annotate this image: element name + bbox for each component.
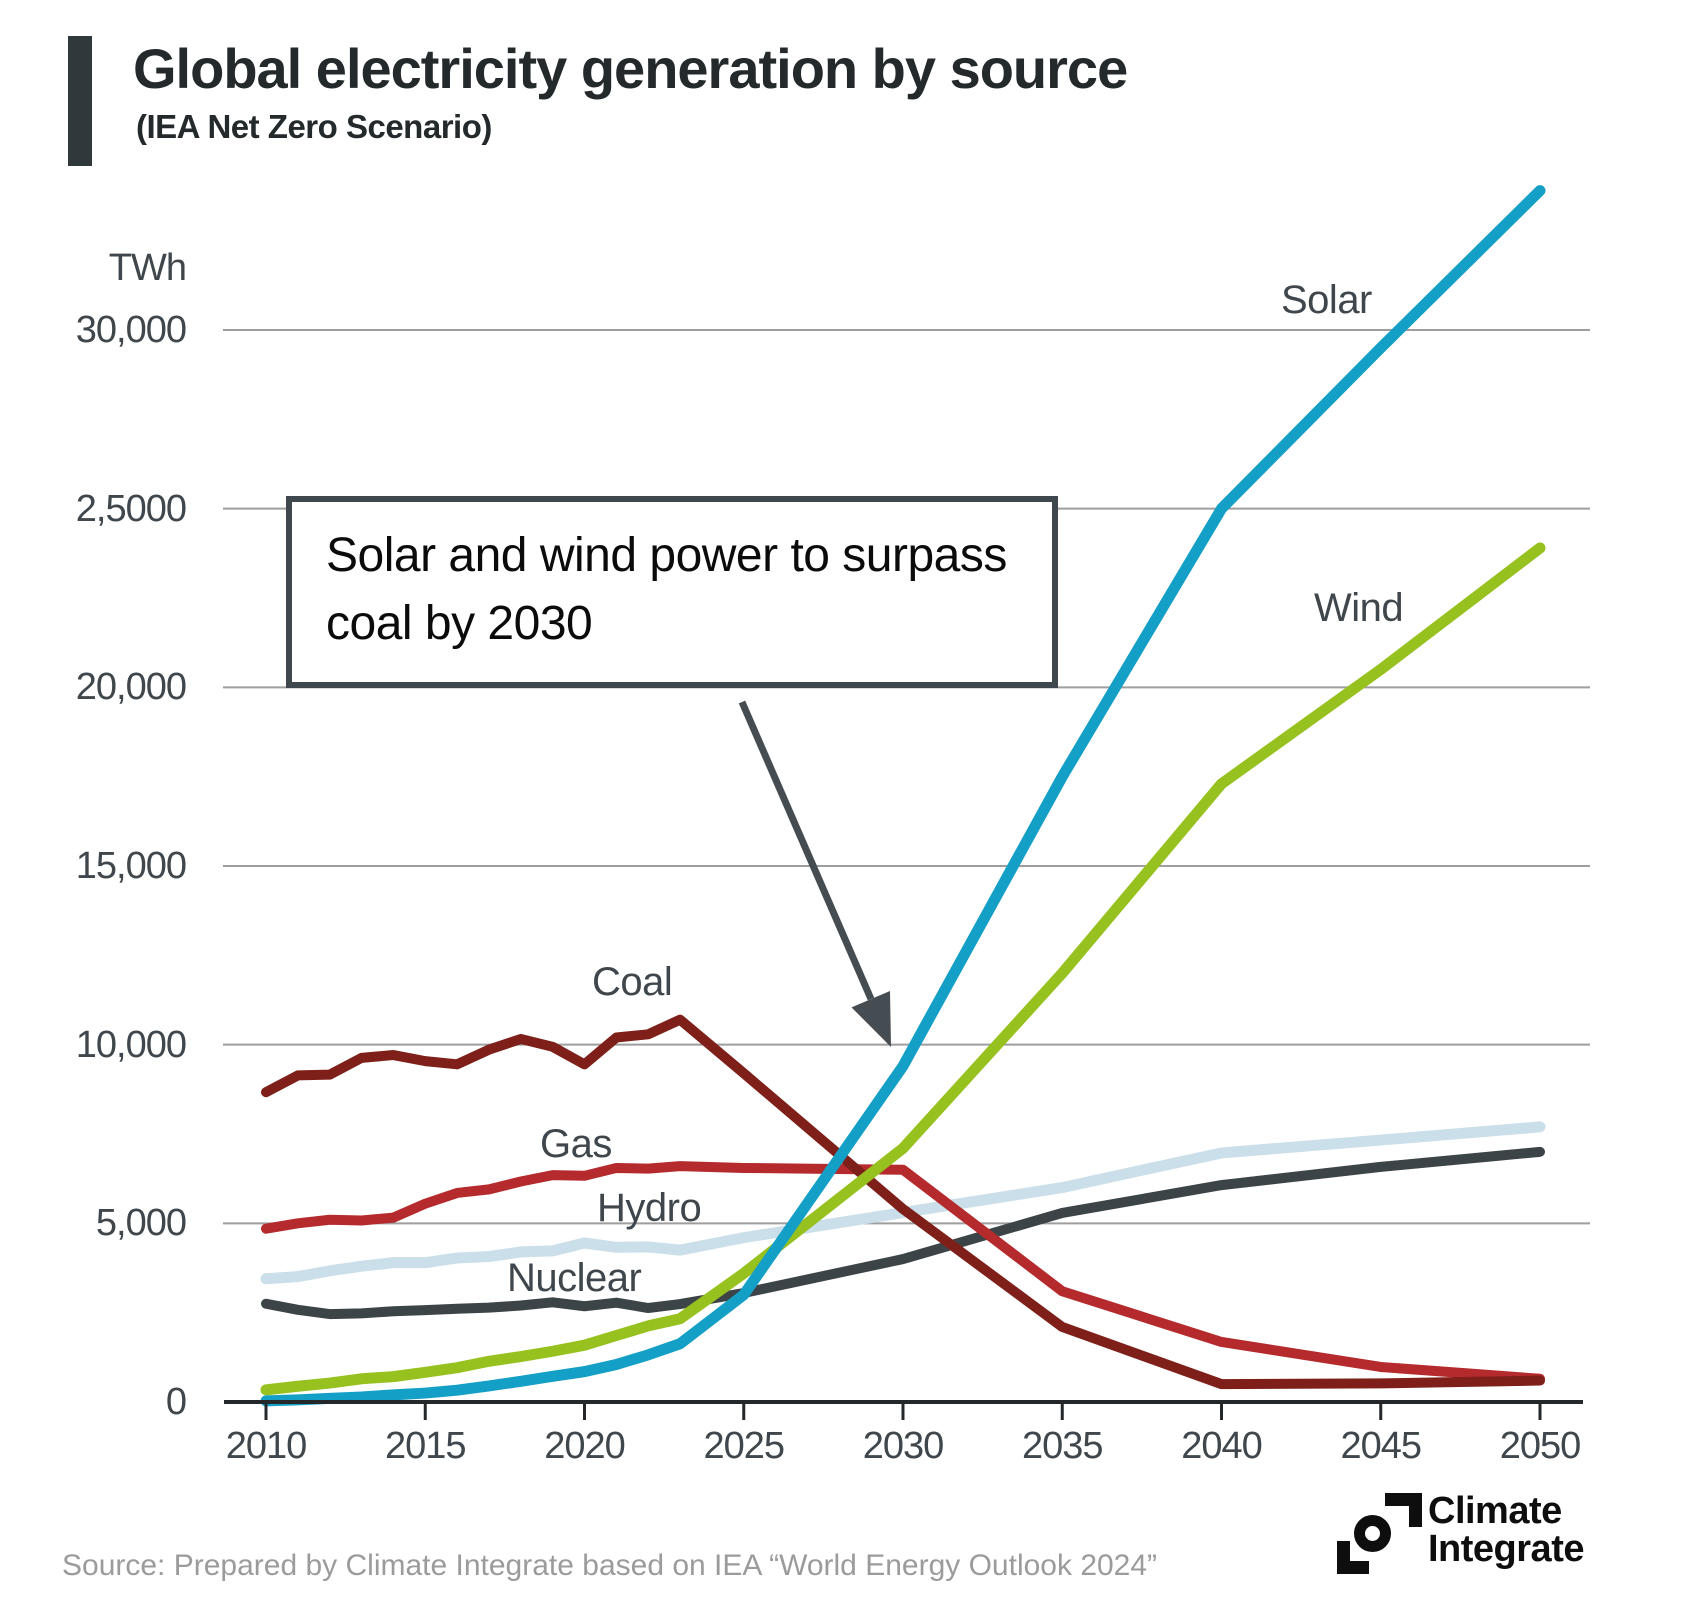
series-line-gas bbox=[261, 1161, 1545, 1384]
series-line-coal bbox=[261, 1014, 1545, 1390]
x-tick-label-2030: 2030 bbox=[862, 1425, 945, 1467]
y-tick-label-25000: 2,5000 bbox=[75, 487, 187, 530]
x-tick-label-2045: 2045 bbox=[1340, 1425, 1422, 1467]
series-line-solar bbox=[260, 185, 1546, 1407]
title-accent-bar bbox=[68, 36, 92, 166]
climate-integrate-logo-icon bbox=[1337, 1493, 1422, 1574]
series-label-nuclear: Nuclear bbox=[507, 1256, 642, 1300]
y-tick-label-15000: 15,000 bbox=[75, 845, 187, 887]
y-tick-label-5000: 5,000 bbox=[95, 1202, 187, 1245]
page-subtitle: (IEA Net Zero Scenario) bbox=[136, 108, 492, 145]
series-line-nuclear bbox=[261, 1146, 1545, 1320]
series-label-coal: Coal bbox=[592, 960, 673, 1004]
x-tick-label-2020: 2020 bbox=[544, 1425, 626, 1467]
page-title: Global electricity generation by source bbox=[133, 37, 1128, 100]
series-label-gas: Gas bbox=[540, 1122, 612, 1166]
x-tick-label-2035: 2035 bbox=[1021, 1425, 1104, 1467]
x-axis bbox=[224, 1400, 1583, 1420]
series-label-solar: Solar bbox=[1281, 278, 1372, 322]
series-line-hydro bbox=[260, 1121, 1546, 1285]
annotation-arrow bbox=[738, 700, 891, 1047]
y-tick-label-20000: 20,000 bbox=[75, 666, 187, 709]
series-lines bbox=[260, 185, 1546, 1407]
source-attribution: Source: Prepared by Climate Integrate ba… bbox=[62, 1549, 1158, 1582]
y-tick-label-0: 0 bbox=[165, 1381, 187, 1423]
x-tick-label-2025: 2025 bbox=[703, 1425, 785, 1467]
y-axis-unit-label: TWh bbox=[108, 247, 187, 289]
annotation-callout-box: Solar and wind power to surpass coal by … bbox=[286, 496, 1058, 689]
x-tick-label-2050: 2050 bbox=[1499, 1425, 1582, 1467]
series-line-wind bbox=[260, 542, 1546, 1396]
x-tick-label-2015: 2015 bbox=[384, 1425, 467, 1467]
x-tick-label-2010: 2010 bbox=[225, 1425, 308, 1467]
logo-text-line2: Integrate bbox=[1428, 1528, 1584, 1570]
annotation-text: Solar and wind power to surpass coal by … bbox=[326, 529, 1007, 651]
series-label-wind: Wind bbox=[1314, 586, 1404, 630]
x-tick-label-2040: 2040 bbox=[1181, 1425, 1263, 1467]
y-tick-label-30000: 30,000 bbox=[75, 309, 187, 351]
series-label-hydro: Hydro bbox=[597, 1186, 702, 1230]
y-tick-label-10000: 10,000 bbox=[75, 1023, 187, 1066]
logo-text-line1: Climate bbox=[1428, 1490, 1562, 1532]
climate-integrate-logo-text: Climate Integrate bbox=[1428, 1492, 1584, 1568]
